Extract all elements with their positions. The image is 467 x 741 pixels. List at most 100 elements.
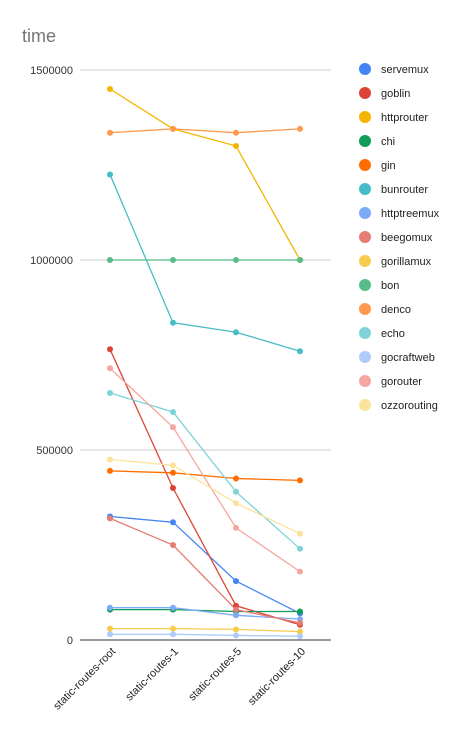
- data-point-chi: [297, 608, 303, 615]
- legend-swatch-goblin: [359, 87, 371, 99]
- data-point-gorillamux: [297, 628, 303, 635]
- legend-label-gocraftweb: gocraftweb: [381, 352, 435, 364]
- legend-label-ozzorouting: ozzorouting: [381, 400, 438, 412]
- data-point-bunrouter: [107, 171, 113, 178]
- data-point-echo: [297, 545, 303, 552]
- series-line-gorillamux: [110, 627, 301, 633]
- data-point-beegomux: [107, 515, 113, 522]
- data-point-gin: [297, 477, 303, 484]
- x-tick-label: static-routes-root: [51, 646, 118, 713]
- data-point-gocraftweb: [170, 631, 176, 638]
- legend-swatch-ozzorouting: [359, 399, 371, 411]
- data-point-denco: [297, 125, 303, 132]
- data-point-bon: [170, 257, 176, 263]
- series-line-beegomux: [109, 517, 301, 624]
- legend-swatch-gorillamux: [359, 255, 371, 267]
- legend-swatch-chi: [359, 135, 371, 147]
- legend-label-httprouter: httprouter: [381, 112, 428, 124]
- data-point-ozzorouting: [107, 456, 113, 463]
- legend-swatch-bon: [359, 279, 371, 291]
- data-point-bon: [233, 257, 239, 263]
- legend: servemux goblin httprouter chi gin bunrouter h…: [359, 63, 440, 412]
- chart-title: time: [22, 26, 56, 46]
- data-point-denco: [233, 129, 239, 136]
- data-point-httprouter: [233, 143, 239, 149]
- series-line-denco: [109, 128, 301, 134]
- data-point-gorouter: [233, 524, 239, 531]
- series-line-chi: [110, 608, 300, 613]
- data-point-httprouter: [107, 86, 113, 92]
- data-point-httptreemux: [170, 604, 176, 611]
- legend-label-servemux: servemux: [381, 64, 429, 76]
- data-point-bunrouter: [297, 348, 303, 355]
- data-point-ozzorouting: [233, 500, 239, 507]
- legend-label-bunrouter: bunrouter: [381, 184, 428, 196]
- series-line-httprouter: [109, 88, 301, 261]
- legend-swatch-httprouter: [359, 111, 371, 123]
- legend-swatch-beegomux: [359, 231, 371, 243]
- legend-swatch-bunrouter: [359, 183, 371, 195]
- data-point-gorillamux: [107, 625, 113, 632]
- legend-label-denco: denco: [381, 304, 411, 316]
- data-point-ozzorouting: [297, 530, 303, 537]
- data-point-gorillamux: [170, 625, 176, 632]
- data-point-gorillamux: [233, 626, 239, 633]
- series-lines: [109, 88, 301, 637]
- data-point-goblin: [107, 346, 113, 353]
- data-point-gorouter: [170, 424, 176, 431]
- series-line-servemux: [109, 515, 301, 614]
- series-line-echo: [109, 392, 301, 550]
- data-point-echo: [233, 488, 239, 495]
- series-line-ozzorouting: [109, 458, 301, 535]
- data-point-httptreemux: [107, 604, 113, 611]
- legend-swatch-denco: [359, 303, 371, 315]
- y-tick-label: 500000: [36, 445, 73, 457]
- series-line-httptreemux: [110, 607, 301, 620]
- data-point-servemux: [233, 578, 239, 585]
- x-tick-label: static-routes-10: [246, 646, 308, 708]
- legend-swatch-gin: [359, 159, 371, 171]
- data-point-httptreemux: [233, 612, 239, 619]
- legend-swatch-gorouter: [359, 375, 371, 387]
- x-tick-label: static-routes-5: [186, 646, 244, 704]
- data-point-gin: [233, 475, 239, 482]
- x-tick-label: static-routes-1: [123, 646, 181, 704]
- data-point-gocraftweb: [297, 633, 303, 640]
- legend-swatch-echo: [359, 327, 371, 339]
- data-point-bon: [297, 257, 303, 263]
- data-point-beegomux: [233, 606, 239, 613]
- series-points: [107, 86, 303, 640]
- data-point-bunrouter: [170, 319, 176, 326]
- data-point-bon: [107, 257, 113, 263]
- y-tick-label: 1500000: [30, 65, 73, 77]
- series-line-bunrouter: [109, 174, 301, 352]
- legend-label-gin: gin: [381, 160, 396, 172]
- data-point-beegomux: [297, 619, 303, 626]
- legend-label-goblin: goblin: [381, 88, 410, 100]
- data-point-goblin: [170, 485, 176, 491]
- data-point-denco: [107, 129, 113, 136]
- data-point-gin: [107, 467, 113, 474]
- x-tick-labels: static-routes-root static-routes-1 static-…: [51, 646, 308, 713]
- series-line-gocraftweb: [110, 633, 301, 637]
- y-tick-labels: 0 500000 1000000 1500000: [30, 65, 73, 647]
- data-point-bunrouter: [233, 329, 239, 336]
- legend-label-bon: bon: [381, 280, 399, 292]
- data-point-echo: [107, 390, 113, 396]
- data-point-gorouter: [107, 365, 113, 372]
- legend-label-gorouter: gorouter: [381, 376, 422, 388]
- series-line-gin: [109, 470, 301, 482]
- legend-label-gorillamux: gorillamux: [381, 256, 432, 268]
- data-point-gocraftweb: [233, 632, 239, 639]
- data-point-gocraftweb: [107, 631, 113, 638]
- data-point-servemux: [170, 519, 176, 526]
- legend-label-chi: chi: [381, 136, 395, 148]
- data-point-denco: [170, 125, 176, 132]
- legend-label-beegomux: beegomux: [381, 232, 433, 244]
- y-tick-label: 1000000: [30, 255, 73, 267]
- legend-label-httptreemux: httptreemux: [381, 208, 440, 220]
- data-point-gin: [170, 469, 176, 476]
- data-point-ozzorouting: [170, 462, 176, 469]
- series-line-goblin: [109, 349, 301, 626]
